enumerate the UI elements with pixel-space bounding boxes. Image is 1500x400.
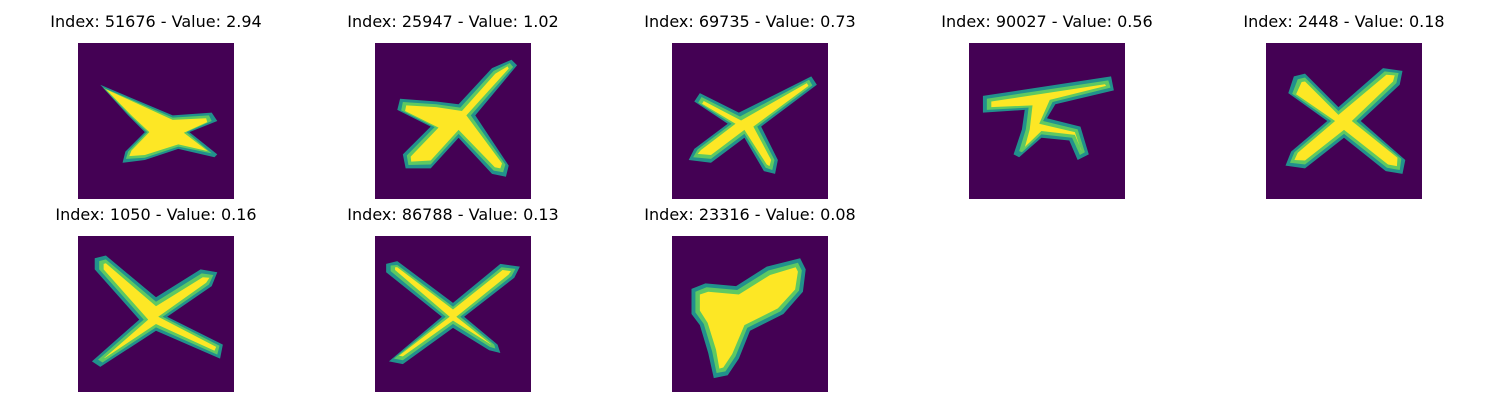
tile-title: Index: 2448 - Value: 0.18 [1243,12,1445,31]
sample-tile: Index: 90027 - Value: 0.56 [917,6,1177,199]
digit-image [969,43,1125,199]
digit-image [78,236,234,392]
sample-tile: Index: 1050 - Value: 0.16 [26,199,286,392]
digit-image [375,43,531,199]
tile-title: Index: 69735 - Value: 0.73 [644,12,856,31]
sample-tile: Index: 23316 - Value: 0.08 [620,199,880,392]
sample-tile: Index: 2448 - Value: 0.18 [1214,6,1474,199]
sample-tile: Index: 86788 - Value: 0.13 [323,199,583,392]
tile-title: Index: 1050 - Value: 0.16 [55,205,257,224]
tile-title: Index: 90027 - Value: 0.56 [941,12,1153,31]
tile-title: Index: 86788 - Value: 0.13 [347,205,559,224]
digit-image [375,236,531,392]
digit-image [672,43,828,199]
sample-tile: Index: 25947 - Value: 1.02 [323,6,583,199]
tile-title: Index: 51676 - Value: 2.94 [50,12,262,31]
digit-image [78,43,234,199]
tile-title: Index: 25947 - Value: 1.02 [347,12,559,31]
tile-title: Index: 23316 - Value: 0.08 [644,205,856,224]
digit-image [672,236,828,392]
sample-tile: Index: 69735 - Value: 0.73 [620,6,880,199]
sample-tile: Index: 51676 - Value: 2.94 [26,6,286,199]
digit-image [1266,43,1422,199]
